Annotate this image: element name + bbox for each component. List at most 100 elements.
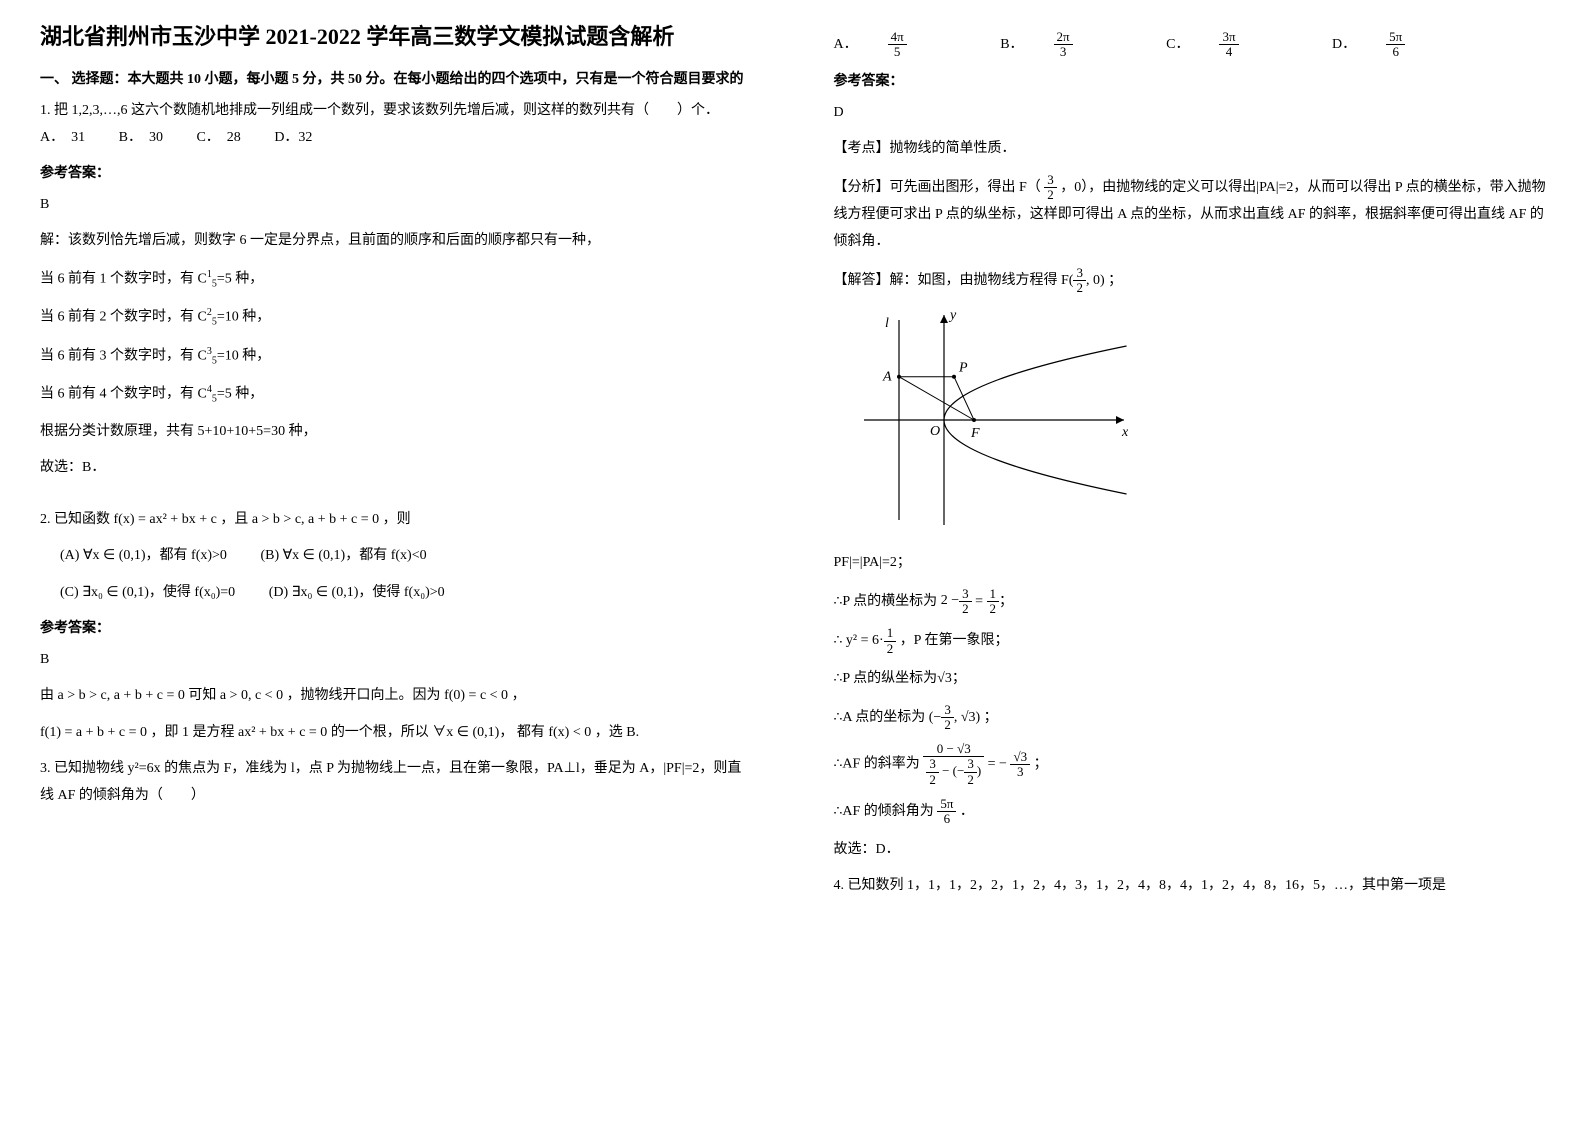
q2-oa3: 都有 f(x)>0 xyxy=(160,548,227,563)
q3-slopeeq: = − xyxy=(988,757,1007,772)
q3-ans: D xyxy=(834,100,1548,127)
q1-optB: B． 30 xyxy=(119,125,163,152)
q1-e6a: 根据分类计数原理，共有 xyxy=(40,424,194,439)
q2-e1a: 由 xyxy=(40,688,54,703)
q1-expl7: 故选：B． xyxy=(40,455,754,482)
q3-ang1d: 6 xyxy=(937,812,956,826)
q3-jd1n: 3 xyxy=(1073,266,1086,281)
q3-fd-d: 6 xyxy=(1386,45,1405,59)
q1-sum: 5+10+10+5=30 xyxy=(198,424,286,439)
q1-e4a: 当 6 前有 3 个数字时，有 xyxy=(40,348,194,363)
q3-ang1n: 5π xyxy=(937,797,956,812)
q3-jd: 【解答】解：如图，由抛物线方程得 F(32, 0) ； xyxy=(834,266,1548,296)
q3-px1n: 3 xyxy=(959,587,972,602)
q3-fd-n: 5π xyxy=(1386,30,1405,45)
q3-options: A． 4π5 B．2π3 C．3π4 D． 5π6 xyxy=(834,30,1548,60)
q3-fx1n: 3 xyxy=(1044,173,1057,188)
q2-od1: (D) xyxy=(269,585,292,600)
q1-c1: C xyxy=(198,272,207,287)
q1-expl6-line: 根据分类计数原理，共有 5+10+10+5=30 种， xyxy=(40,419,754,446)
q1-c4e: =5 xyxy=(217,387,232,402)
q1-ans: B xyxy=(40,192,754,219)
q2-oa1: (A) xyxy=(60,548,83,563)
q3-pz: ∴P 点的纵坐标为√3； xyxy=(834,666,1548,693)
q3-oc: C．3π4 xyxy=(1166,30,1298,60)
q3-jd1: 【解答】解：如图，由抛物线方程得 xyxy=(834,273,1058,288)
q2-e2: f(1) = a + b + c = 0 ，即 1 是方程 ax² + bx +… xyxy=(40,720,754,747)
q3-ang1e: ． xyxy=(960,804,974,819)
q1-options: A． 31 B． 30 C． 28 D．32 xyxy=(40,125,754,152)
q3-px1d: 2 xyxy=(959,602,972,616)
q1-ans-label: 参考答案： xyxy=(40,162,754,182)
q2-e1c: 可知 xyxy=(188,688,216,703)
q2-ans-label: 参考答案： xyxy=(40,617,754,637)
section-heading: 一、 选择题：本大题共 10 小题，每小题 5 分，共 50 分。在每小题给出的… xyxy=(40,68,754,88)
svg-text:A: A xyxy=(882,370,892,385)
q3-ang1: ∴AF 的倾斜角为 xyxy=(834,804,934,819)
q2-oc2: ∃x₀ ∈ (0,1)， xyxy=(82,585,163,600)
q2-e2b: ，即 1 是方程 xyxy=(151,725,235,740)
q3-py1d: 2 xyxy=(884,642,897,656)
q1-e3a: 当 6 前有 2 个数字时，有 xyxy=(40,310,194,325)
q3-oc-l: C． xyxy=(1166,32,1189,59)
q2-od2: ∃x₀ ∈ (0,1)， xyxy=(292,585,373,600)
q3-py1: ∴ xyxy=(834,633,843,648)
q3-fc-d: 4 xyxy=(1219,45,1238,59)
q2-e2h: ，选 B. xyxy=(595,725,639,740)
q3-slope-den: 32 − (−32) xyxy=(923,757,984,787)
q1-c2: C xyxy=(198,310,207,325)
q3-jd1c: ； xyxy=(1108,273,1122,288)
question-2: 2. 已知函数 f(x) = ax² + bx + c ，且 a > b > c… xyxy=(40,507,754,534)
q3-ob: B．2π3 xyxy=(1000,30,1132,60)
q1-e5b: 种， xyxy=(235,387,263,402)
q3-px1e: ； xyxy=(999,594,1013,609)
q3-fx: 【分析】可先画出图形，得出 F（ 32 ，0），由抛物线的定义可以得出|PA|=… xyxy=(834,173,1548,256)
q3-py: ∴ y² = 6·12 ，P 在第一象限； xyxy=(834,626,1548,656)
question-1: 1. 把 1,2,3,…,6 这六个数随机地排成一列组成一个数列，要求该数列先增… xyxy=(40,98,754,152)
q3-od: D． 5π6 xyxy=(1332,30,1465,60)
q2-oa2: ∀x ∈ (0,1)， xyxy=(83,548,160,563)
q2-row2: (C) ∃x₀ ∈ (0,1)，使得 f(x₀)=0 (D) ∃x₀ ∈ (0,… xyxy=(60,580,754,607)
q3-pa1d: 2 xyxy=(941,718,954,732)
q2-ans: B xyxy=(40,647,754,674)
q3-kp: 【考点】抛物线的简单性质． xyxy=(834,136,1548,163)
q3-sdr-n: 3 xyxy=(964,757,977,772)
q3-sdl-n: 3 xyxy=(926,757,939,772)
q1-e6b: 种， xyxy=(289,424,317,439)
q1-text: 1. 把 1,2,3,…,6 这六个数随机地排成一列组成一个数列，要求该数列先增… xyxy=(40,98,754,125)
q2-e1g: ， xyxy=(512,688,526,703)
q2-e1e: ，抛物线开口向上。因为 xyxy=(287,688,441,703)
q3-sdl-d: 2 xyxy=(926,773,939,787)
q1-c2e: =10 xyxy=(217,310,239,325)
q3-oa-l: A． xyxy=(834,32,858,59)
svg-text:l: l xyxy=(885,316,889,331)
q3-jd1a: F( xyxy=(1061,273,1073,288)
svg-text:F: F xyxy=(970,426,980,441)
q3-ans-label: 参考答案： xyxy=(834,70,1548,90)
q3-final: 故选：D． xyxy=(834,837,1548,864)
q3-fa-n: 4π xyxy=(888,30,907,45)
q2-e1b: a > b > c, a + b + c = 0 xyxy=(58,688,185,703)
q2-ob3: 都有 f(x)<0 xyxy=(359,548,426,563)
q3-fa-d: 5 xyxy=(888,45,907,59)
q3-py1f: y² = 6· xyxy=(846,633,884,648)
svg-text:O: O xyxy=(930,424,940,439)
q1-c3: C xyxy=(198,348,207,363)
q3-sr-d: 3 xyxy=(1010,765,1030,779)
q3-od-l: D． xyxy=(1332,32,1356,59)
svg-text:P: P xyxy=(958,361,968,376)
q2-t1: 2. 已知函数 xyxy=(40,512,110,527)
q3-px1: ∴P 点的横坐标为 xyxy=(834,594,938,609)
q1-optC: C． 28 xyxy=(196,125,240,152)
q2-e2g: f(x) < 0 xyxy=(548,725,591,740)
q1-optD: D．32 xyxy=(274,125,312,152)
q3-slope-num: 0 − √3 xyxy=(923,742,984,757)
q2-row1: (A) ∀x ∈ (0,1)，都有 f(x)>0 (B) ∀x ∈ (0,1)，… xyxy=(60,543,754,570)
q2-e2a: f(1) = a + b + c = 0 xyxy=(40,725,147,740)
q2-cond: a > b > c, a + b + c = 0 xyxy=(252,512,379,527)
page-title: 湖北省荆州市玉沙中学 2021-2022 学年高三数学文模拟试题含解析 xyxy=(40,20,754,53)
q2-t3: ，则 xyxy=(383,512,411,527)
q1-c1e: =5 xyxy=(217,272,232,287)
q3-px: ∴P 点的横坐标为 2 − 32 = 12； xyxy=(834,587,1548,617)
q1-expl5-line: 当 6 前有 4 个数字时，有 C45=5 种， xyxy=(40,380,754,408)
